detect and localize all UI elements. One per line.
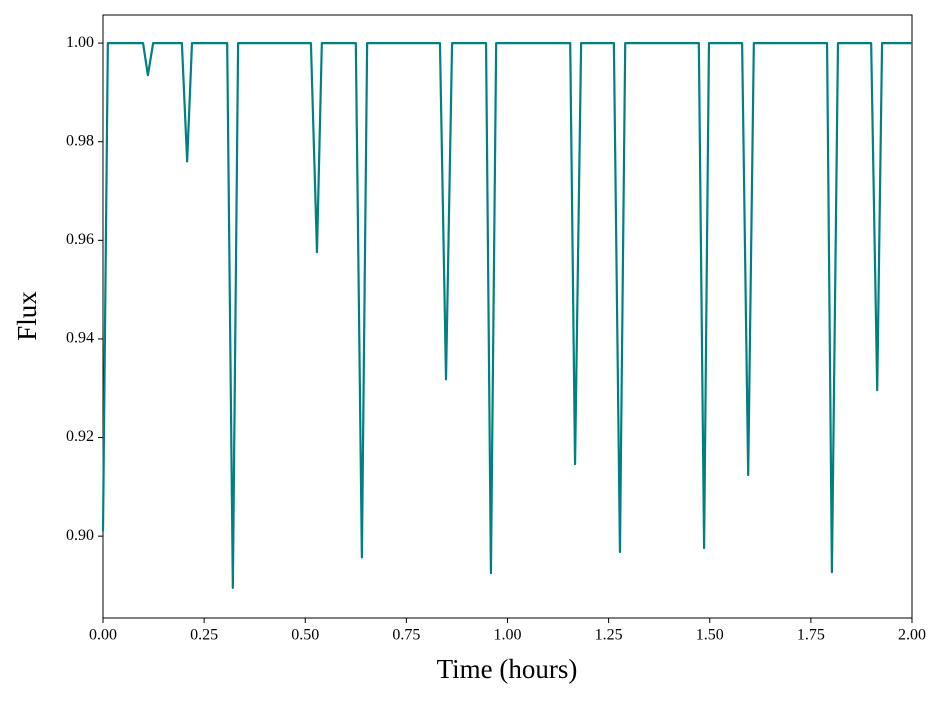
y-axis-label: Flux: [12, 291, 42, 341]
x-tick-label: 1.00: [494, 627, 522, 644]
y-tick-label: 0.98: [66, 132, 94, 149]
x-tick-label: 0.00: [89, 627, 117, 644]
y-tick-label: 0.92: [66, 428, 94, 445]
x-tick-label: 1.25: [595, 627, 623, 644]
x-tick-label: 0.25: [190, 627, 218, 644]
plot-frame: [102, 14, 913, 619]
y-tick-label: 0.94: [66, 330, 94, 347]
y-tick-label: 0.90: [66, 527, 94, 544]
y-tick-label: 1.00: [66, 34, 94, 51]
x-tick-label: 2.00: [898, 627, 926, 644]
x-axis-label: Time (hours): [437, 654, 578, 684]
x-tick-label: 0.75: [392, 627, 420, 644]
x-tick-label: 0.50: [291, 627, 319, 644]
data-line: [101, 42, 912, 590]
x-tick-label: 1.50: [696, 627, 724, 644]
y-tick-label: 0.96: [66, 231, 94, 248]
x-tick-label: 1.75: [797, 627, 825, 644]
